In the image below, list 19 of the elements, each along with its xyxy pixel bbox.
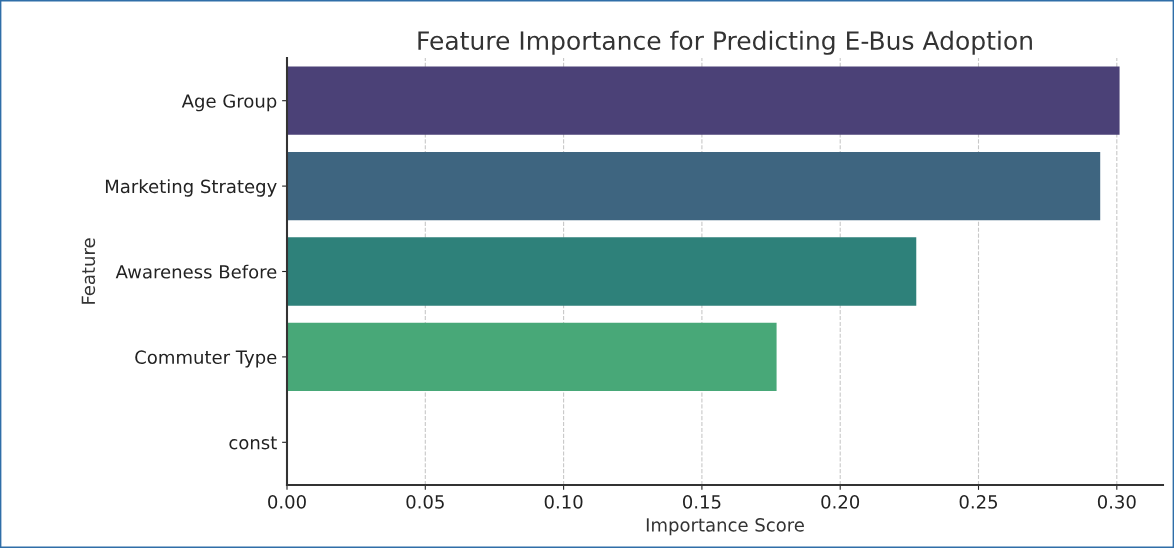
chart-title: Feature Importance for Predicting E-Bus Adoption bbox=[418, 30, 1032, 55]
y-tick-label: Awareness Before bbox=[115, 264, 277, 279]
y-tick-label: Age Group bbox=[181, 94, 277, 112]
x-tick-label: 0.00 bbox=[268, 495, 306, 509]
x-tick-label: 0.10 bbox=[544, 495, 583, 509]
x-tick-label: 0.30 bbox=[1097, 495, 1136, 509]
y-axis-title: Feature bbox=[81, 238, 96, 304]
bar bbox=[287, 151, 1101, 221]
x-tick-label: 0.20 bbox=[821, 495, 860, 509]
bar bbox=[287, 322, 777, 392]
bar bbox=[287, 66, 1120, 135]
y-tick-label: Marketing Strategy bbox=[105, 179, 277, 197]
bar bbox=[287, 237, 917, 306]
x-tick-label: 0.25 bbox=[959, 495, 998, 509]
x-axis-title: Importance Score bbox=[646, 518, 804, 536]
y-tick-label: const bbox=[229, 436, 277, 450]
x-tick-label: 0.05 bbox=[406, 495, 444, 509]
y-tick-label: Commuter Type bbox=[135, 350, 277, 368]
x-tick-label: 0.15 bbox=[682, 495, 721, 509]
